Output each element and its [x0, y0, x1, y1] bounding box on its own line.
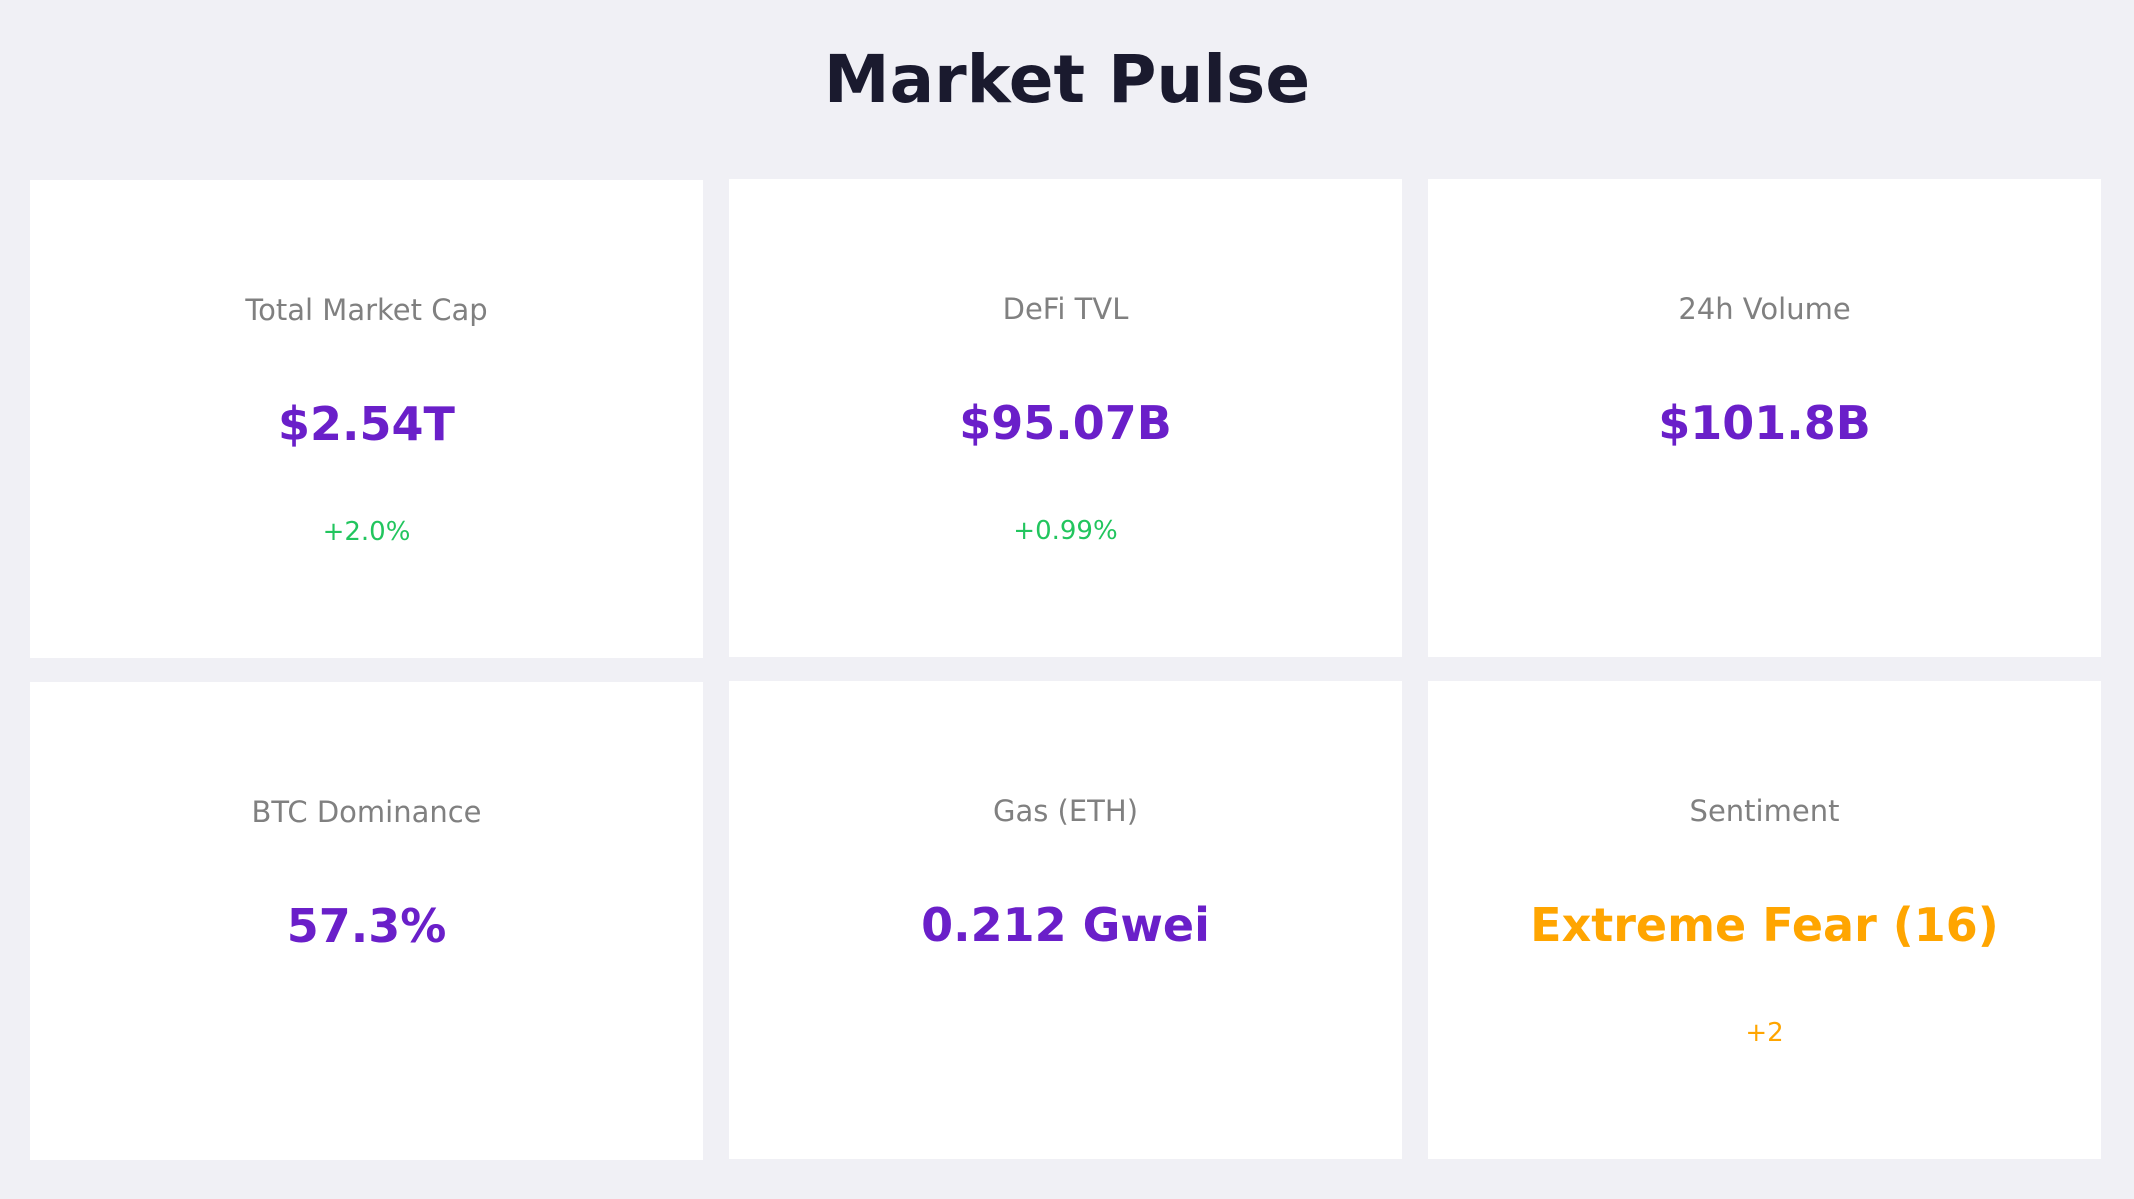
stat-change: +2 [1745, 1018, 1784, 1048]
stat-card-24h-volume: 24h Volume $101.8B [1428, 179, 2101, 657]
stat-card-btc-dominance: BTC Dominance 57.3% [30, 682, 703, 1160]
stat-card-defi-tvl: DeFi TVL $95.07B +0.99% [729, 179, 1402, 657]
stat-label: Sentiment [1689, 794, 1840, 828]
stat-value: Extreme Fear (16) [1530, 898, 1999, 952]
stat-label: BTC Dominance [251, 795, 482, 829]
stat-value: $2.54T [278, 397, 455, 451]
stat-label: DeFi TVL [1002, 292, 1129, 326]
page-title: Market Pulse [823, 41, 1311, 118]
stat-change: +2.0% [322, 517, 411, 547]
stat-value: $95.07B [959, 396, 1172, 450]
stat-label: Gas (ETH) [992, 794, 1139, 828]
stat-card-sentiment: Sentiment Extreme Fear (16) +2 [1428, 681, 2101, 1159]
stat-value: 57.3% [286, 899, 447, 953]
stat-change: +0.99% [1013, 516, 1118, 546]
stat-value: 0.212 Gwei [921, 898, 1210, 952]
stat-card-gas-eth: Gas (ETH) 0.212 Gwei [729, 681, 1402, 1159]
stat-label: 24h Volume [1678, 292, 1851, 326]
stat-label: Total Market Cap [245, 293, 488, 327]
stat-value: $101.8B [1658, 396, 1871, 450]
stat-card-total-market-cap: Total Market Cap $2.54T +2.0% [30, 180, 703, 658]
